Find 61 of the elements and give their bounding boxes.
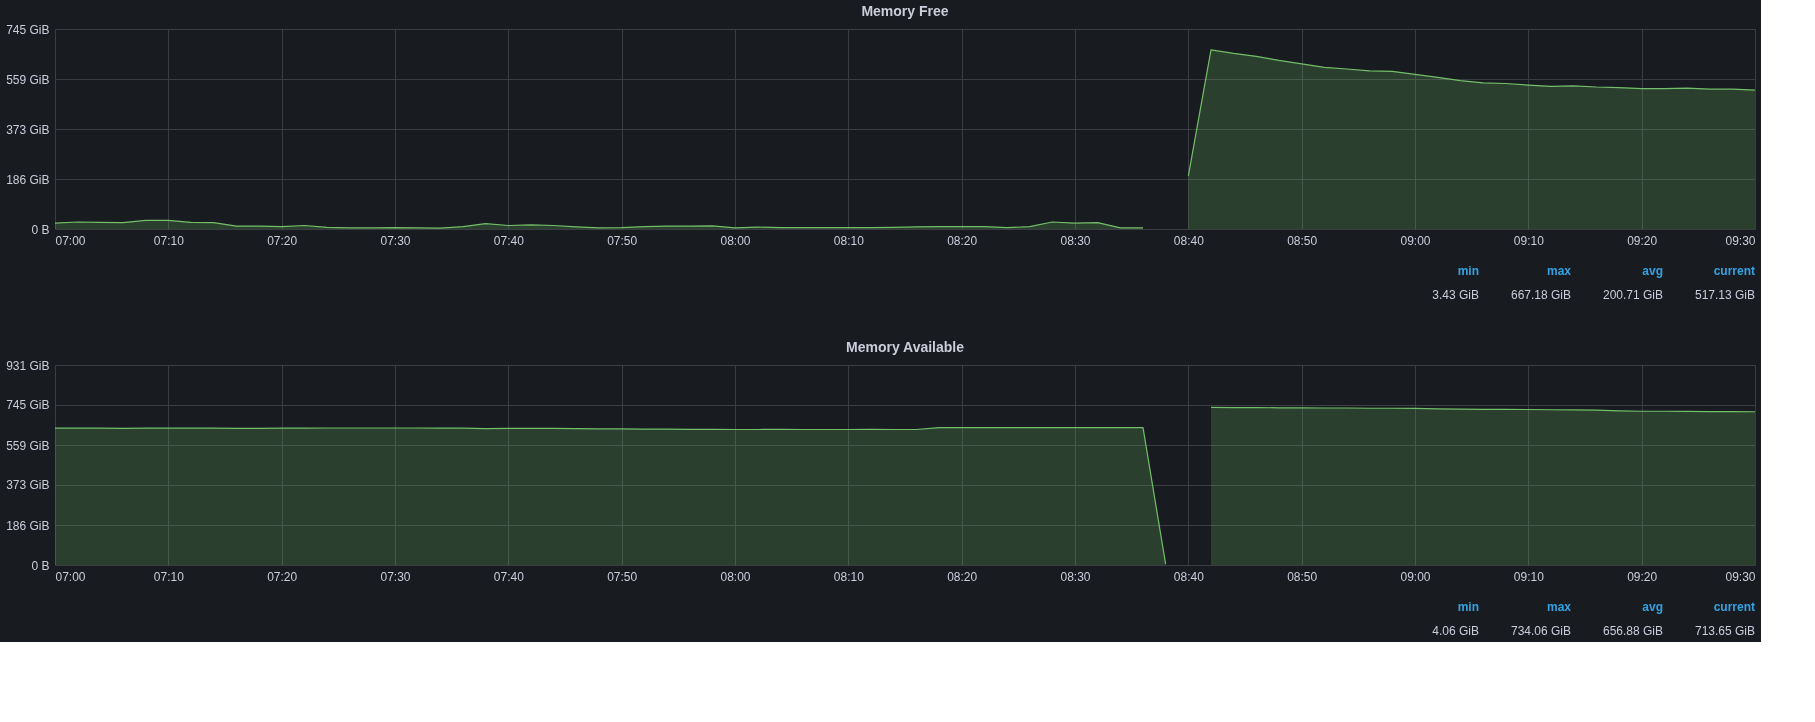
x-tick-label: 07:00 [55,233,86,248]
x-tick-label: 08:40 [1173,233,1205,248]
x-tick-label: 07:40 [493,233,525,248]
text: 713.65 GiB [1694,624,1755,638]
y-tick-label: 0 B [31,558,50,573]
y-tick-label: 745 GiB [6,22,50,37]
x-tick-label: 08:40 [1173,569,1205,584]
chart-title: Memory Free [861,3,949,19]
y-tick-label: 373 GiB [6,478,50,493]
text: 517.13 GiB [1694,288,1755,302]
x-tick-label: 07:10 [153,569,185,584]
y-tick-label: 186 GiB [6,518,50,533]
text: 667.18 GiB [1510,288,1571,302]
x-tick-label: 09:30 [1725,569,1756,584]
text: current [1713,264,1755,278]
x-tick-label: 07:40 [493,569,525,584]
text: min [1457,264,1479,278]
text: 734.06 GiB [1510,624,1571,638]
text: 200.71 GiB [1602,288,1663,302]
x-tick-label: 09:10 [1513,569,1545,584]
x-tick-label: 09:20 [1627,233,1658,248]
x-tick-label: 09:00 [1400,233,1431,248]
y-tick-label: 186 GiB [6,172,50,187]
y-tick-label: 745 GiB [6,398,50,413]
x-tick-label: 08:10 [833,233,865,248]
y-tick-label: 373 GiB [6,122,50,137]
x-tick-label: 07:30 [380,233,411,248]
x-tick-label: 07:20 [267,569,298,584]
x-tick-label: 07:50 [607,233,638,248]
text: 4.06 GiB [1432,624,1479,638]
x-tick-label: 08:00 [720,233,751,248]
x-tick-label: 09:10 [1513,233,1545,248]
y-tick-label: 559 GiB [6,72,50,87]
x-tick-label: 08:30 [1060,233,1091,248]
x-tick-label: 08:50 [1287,233,1318,248]
x-tick-label: 08:00 [720,569,751,584]
x-tick-label: 07:10 [153,233,185,248]
chart-title: Memory Available [845,339,965,355]
text: 656.88 GiB [1602,624,1663,638]
text: avg [1642,264,1663,278]
x-tick-label: 09:30 [1725,233,1756,248]
y-tick-label: 931 GiB [6,358,50,373]
y-tick-label: 559 GiB [6,438,50,453]
text: current [1713,600,1755,614]
text: max [1546,264,1572,278]
x-tick-label: 08:20 [947,233,978,248]
x-tick-label: 09:20 [1627,569,1658,584]
text: max [1546,600,1572,614]
x-tick-label: 08:50 [1287,569,1318,584]
x-tick-label: 08:30 [1060,569,1091,584]
text: min [1457,600,1479,614]
x-tick-label: 08:10 [833,569,865,584]
x-tick-label: 07:00 [55,569,86,584]
x-tick-label: 07:50 [607,569,638,584]
text: avg [1642,600,1663,614]
y-tick-label: 0 B [31,222,50,237]
x-tick-label: 07:20 [267,233,298,248]
x-tick-label: 08:20 [947,569,978,584]
x-tick-label: 09:00 [1400,569,1431,584]
x-tick-label: 07:30 [380,569,411,584]
text: 3.43 GiB [1432,288,1479,302]
